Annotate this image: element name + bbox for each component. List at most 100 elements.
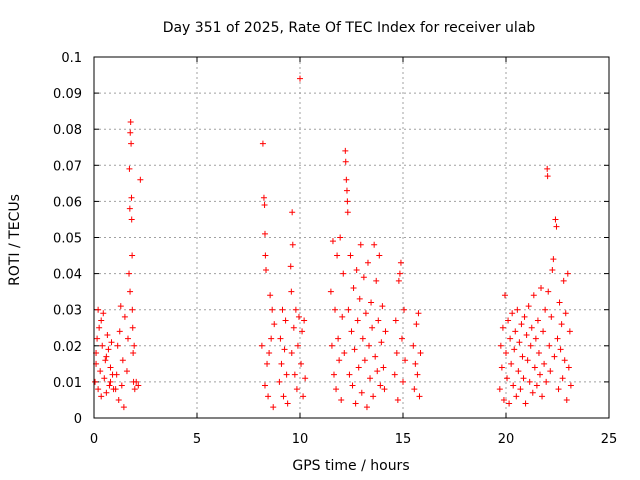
data-point xyxy=(131,342,138,349)
data-point xyxy=(295,313,302,320)
data-point xyxy=(381,386,388,393)
data-point xyxy=(266,350,273,357)
data-point xyxy=(339,313,346,320)
data-point xyxy=(270,404,277,411)
data-point xyxy=(127,288,134,295)
data-point xyxy=(556,299,563,306)
data-point xyxy=(375,317,382,324)
data-point xyxy=(269,306,276,313)
data-point xyxy=(506,400,513,407)
data-point xyxy=(294,342,301,349)
data-point xyxy=(358,389,365,396)
data-point xyxy=(528,324,535,331)
data-point xyxy=(290,324,297,331)
data-point xyxy=(415,310,422,317)
data-point xyxy=(105,346,112,353)
data-point xyxy=(338,396,345,403)
data-point xyxy=(401,306,408,313)
data-point xyxy=(126,165,133,172)
data-point xyxy=(369,324,376,331)
data-point xyxy=(541,360,548,367)
y-tick-label: 0.07 xyxy=(53,159,82,174)
y-tick-label: 0.06 xyxy=(53,195,82,210)
data-point xyxy=(97,368,104,375)
axis-ticks xyxy=(93,56,610,419)
data-point xyxy=(557,346,564,353)
x-tick-label: 10 xyxy=(292,432,309,447)
data-point xyxy=(377,382,384,389)
data-point xyxy=(278,360,285,367)
data-point xyxy=(550,256,557,263)
data-point xyxy=(357,241,364,248)
data-point xyxy=(350,285,357,292)
data-point xyxy=(538,285,545,292)
data-point xyxy=(498,364,505,371)
data-point xyxy=(517,386,524,393)
data-point xyxy=(114,342,121,349)
data-point xyxy=(395,277,402,284)
data-point xyxy=(301,317,308,324)
y-tick-label: 0.03 xyxy=(53,304,82,319)
data-point xyxy=(340,270,347,277)
data-point xyxy=(359,335,366,342)
data-point xyxy=(561,357,568,364)
data-point xyxy=(376,252,383,259)
chart-title: Day 351 of 2025, Rate Of TEC Index for r… xyxy=(163,20,536,36)
data-point xyxy=(394,396,401,403)
data-point xyxy=(128,216,135,223)
y-tick-label: 0.04 xyxy=(53,268,82,283)
data-point xyxy=(413,321,420,328)
data-point xyxy=(287,263,294,270)
data-point xyxy=(129,324,136,331)
y-axis-label: ROTI / TECUs xyxy=(7,194,23,286)
data-point xyxy=(261,382,268,389)
data-point xyxy=(113,371,120,378)
data-point xyxy=(117,303,124,310)
data-point xyxy=(564,270,571,277)
data-point xyxy=(276,378,283,385)
data-point xyxy=(524,357,531,364)
data-point xyxy=(137,176,144,183)
data-point xyxy=(396,270,403,277)
data-point xyxy=(92,378,99,385)
data-point xyxy=(302,375,309,382)
data-point xyxy=(523,331,530,338)
data-point xyxy=(504,375,511,382)
data-point xyxy=(126,270,133,277)
data-point xyxy=(547,368,554,375)
data-point xyxy=(288,350,295,357)
data-point xyxy=(106,382,113,389)
data-point xyxy=(554,335,561,342)
data-point xyxy=(133,378,140,385)
data-point xyxy=(520,375,527,382)
data-point xyxy=(525,303,532,310)
y-tick-label: 0.09 xyxy=(53,87,82,102)
data-point xyxy=(126,205,133,212)
data-point xyxy=(503,350,509,357)
data-point xyxy=(115,396,122,403)
data-point xyxy=(116,328,123,335)
data-point xyxy=(342,158,349,165)
data-point xyxy=(527,342,534,349)
data-point xyxy=(271,321,278,328)
data-point xyxy=(500,396,507,403)
data-point xyxy=(337,234,344,241)
data-point xyxy=(534,317,541,324)
data-point xyxy=(98,317,105,324)
data-point xyxy=(345,306,352,313)
data-point xyxy=(555,386,562,393)
y-axis-tick-labels: 0 0.01 0.02 0.03 0.04 0.05 0.06 0.07 0.08 0.09 0.1 xyxy=(53,51,82,427)
data-point xyxy=(370,393,377,400)
data-point xyxy=(532,335,539,342)
data-point xyxy=(346,371,353,378)
data-point xyxy=(414,371,421,378)
data-point xyxy=(98,393,105,400)
data-point xyxy=(530,292,537,299)
x-tick-label: 25 xyxy=(601,432,618,447)
data-point xyxy=(548,313,555,320)
data-point xyxy=(510,382,517,389)
data-point xyxy=(512,328,519,335)
data-point xyxy=(544,165,551,172)
data-point xyxy=(549,266,556,273)
